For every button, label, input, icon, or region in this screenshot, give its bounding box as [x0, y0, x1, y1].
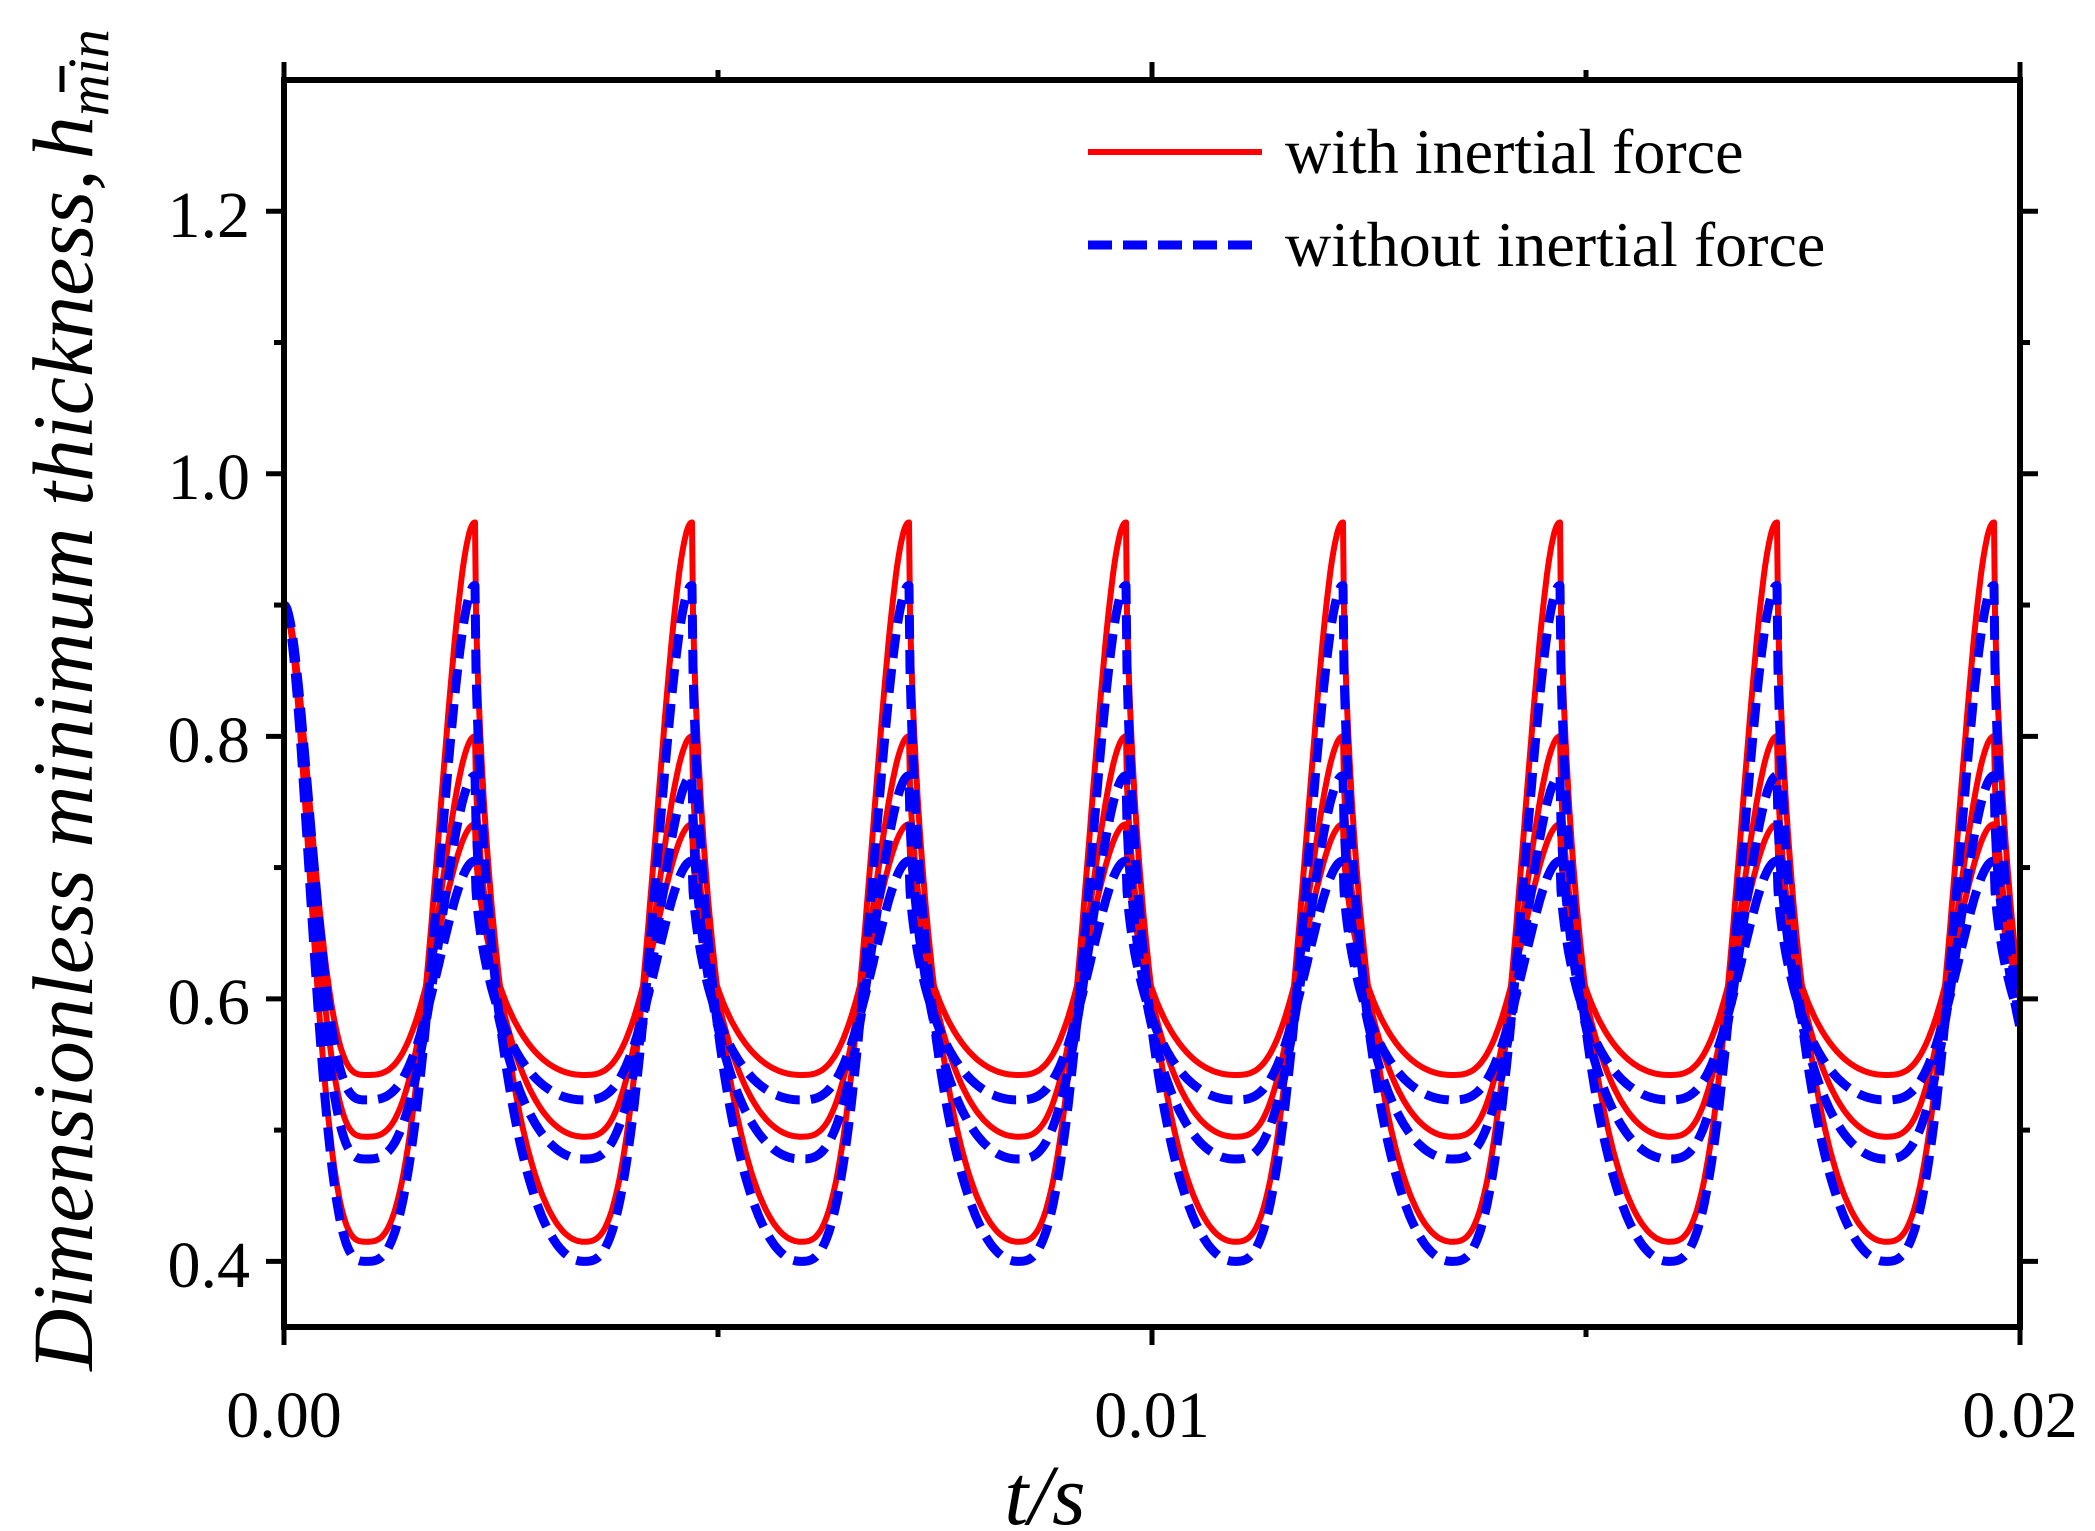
- y-tick-label: 0.8: [168, 704, 251, 777]
- y-tick-label: 0.4: [168, 1229, 251, 1302]
- x-tick-label: 0.01: [1094, 1379, 1210, 1452]
- x-axis-title: t/s: [1004, 1447, 1085, 1531]
- y-axis-title-symbol: h: [15, 116, 111, 159]
- legend: with inertial force without inertial for…: [1088, 116, 1825, 280]
- y-tick-label: 1.2: [168, 179, 251, 252]
- legend-label-without: without inertial force: [1285, 209, 1825, 280]
- y-axis-title: Dimensionless minimum thickness, hmin: [15, 29, 121, 1371]
- series-line-3: [284, 580, 2020, 1266]
- ticks-layer: [266, 62, 2038, 1345]
- series-line-0: [284, 519, 2020, 1245]
- series-layer: [284, 519, 2020, 1266]
- y-axis-title-text: Dimensionless minimum thickness,: [15, 169, 111, 1371]
- y-tick-label: 1.0: [168, 441, 251, 514]
- legend-label-with: with inertial force: [1285, 116, 1743, 187]
- x-tick-label: 0.00: [226, 1379, 342, 1452]
- series-line-5: [284, 601, 2020, 1105]
- y-tick-label: 0.6: [168, 966, 251, 1039]
- x-tick-label: 0.02: [1962, 1379, 2078, 1452]
- svg-text:Dimensionless minimum thicknes: Dimensionless minimum thickness, hmin: [15, 29, 121, 1371]
- y-axis-title-subscript: min: [56, 29, 121, 116]
- series-line-2: [284, 602, 2020, 1078]
